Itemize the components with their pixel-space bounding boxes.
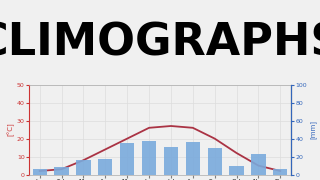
Text: CLIMOGRAPHS: CLIMOGRAPHS <box>0 22 320 65</box>
Bar <box>54 167 69 175</box>
Bar <box>229 166 244 175</box>
Bar <box>251 154 266 175</box>
Y-axis label: [mm]: [mm] <box>310 120 316 139</box>
Bar <box>33 169 47 175</box>
Bar <box>164 147 178 175</box>
Bar <box>273 169 287 175</box>
Bar <box>208 148 222 175</box>
Bar <box>186 142 200 175</box>
Bar <box>120 143 134 175</box>
Bar <box>142 141 156 175</box>
Y-axis label: [°C]: [°C] <box>6 123 14 136</box>
Bar <box>98 159 112 175</box>
Bar <box>76 160 91 175</box>
